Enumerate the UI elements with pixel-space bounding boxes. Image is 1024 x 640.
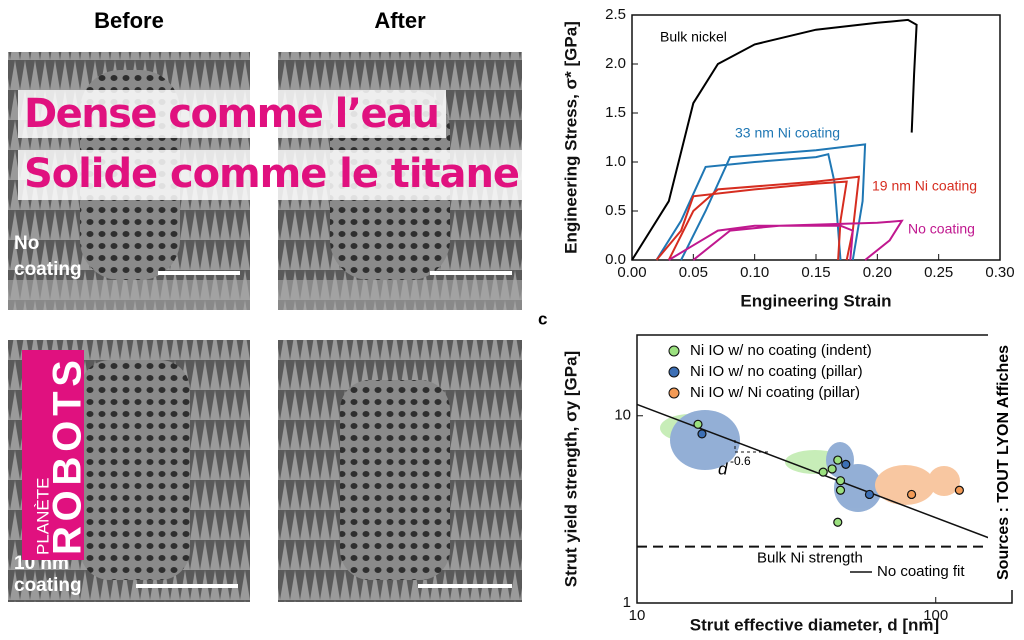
pillar <box>340 380 450 580</box>
x-tick-label: 0.10 <box>740 264 769 281</box>
legend-marker <box>668 387 680 399</box>
base <box>278 280 522 310</box>
x-axis-label: Engineering Strain <box>740 291 891 310</box>
legend-label: Ni IO w/ no coating (pillar) <box>690 363 863 380</box>
y-axis-label: Strut yield strength, σy [GPa] <box>561 351 580 587</box>
point <box>818 467 828 477</box>
headline: Solide comme le titane <box>24 151 520 197</box>
x-tick-label: 0.30 <box>985 264 1014 281</box>
point <box>835 476 846 486</box>
y-tick-label: 2.5 <box>605 6 626 23</box>
point <box>697 429 707 439</box>
base <box>8 280 250 310</box>
series-label: Bulk nickel <box>660 29 727 45</box>
point <box>833 455 843 465</box>
fit-exponent: -0.6 <box>730 454 751 468</box>
y-tick-label: 1.0 <box>605 153 626 170</box>
curve <box>631 18 918 261</box>
x-tick-label: 0.25 <box>924 264 953 281</box>
point <box>693 419 703 429</box>
legend-label: Ni IO w/ no coating (indent) <box>690 342 872 359</box>
x-tick-label: 10 <box>629 607 646 624</box>
row-label: coating <box>14 575 82 596</box>
headline-band <box>18 90 446 138</box>
logo-small: PLANÈTE <box>33 478 52 555</box>
series-label: No coating <box>908 221 975 237</box>
legend-marker <box>668 345 680 357</box>
point <box>954 485 964 495</box>
slope-guide <box>734 440 768 453</box>
source-band <box>988 290 1016 590</box>
panel-letter: c <box>538 309 547 328</box>
x-tick-label: 0.15 <box>801 264 830 281</box>
point <box>835 485 846 495</box>
point <box>864 489 875 500</box>
y-tick-label: 2.0 <box>605 55 626 72</box>
y-tick-label: 0.5 <box>605 202 626 219</box>
headline: Dense comme l’eau <box>24 91 440 137</box>
fit-annotation: d <box>718 459 728 478</box>
legend-label: No coating fit <box>877 563 965 580</box>
x-tick-label: 0.20 <box>863 264 892 281</box>
x-tick-label: 0.00 <box>617 264 646 281</box>
headline-band <box>18 150 526 200</box>
point <box>827 464 837 474</box>
y-axis-label: Engineering Stress, σ* [GPa] <box>561 21 580 254</box>
x-axis-label: Strut effective diameter, d [nm] <box>690 615 939 634</box>
source: Sources : TOUT LYON Affiches <box>995 345 1012 580</box>
y-tick-label: 1 <box>623 594 631 611</box>
curve <box>668 219 904 261</box>
pillar <box>80 360 190 580</box>
legend-marker <box>668 366 680 378</box>
reference-label: Bulk Ni strength <box>757 550 863 567</box>
point <box>833 517 843 527</box>
x-tick-label: 0.05 <box>679 264 708 281</box>
curve <box>655 143 867 261</box>
row-label: No <box>14 233 39 254</box>
point <box>906 489 917 500</box>
series-label: 19 nm Ni coating <box>872 178 977 194</box>
series-label: 33 nm Ni coating <box>735 125 840 141</box>
y-tick-label: 1.5 <box>605 104 626 121</box>
x-tick-label: 100 <box>923 607 948 624</box>
column-header: Before <box>94 8 164 33</box>
column-header: After <box>374 8 426 33</box>
y-tick-label: 10 <box>614 407 631 424</box>
logo <box>22 350 84 560</box>
row-label: coating <box>14 259 82 280</box>
y-tick-label: 0.0 <box>605 251 626 268</box>
legend-label: Ni IO w/ Ni coating (pillar) <box>690 384 860 401</box>
point <box>841 459 851 469</box>
